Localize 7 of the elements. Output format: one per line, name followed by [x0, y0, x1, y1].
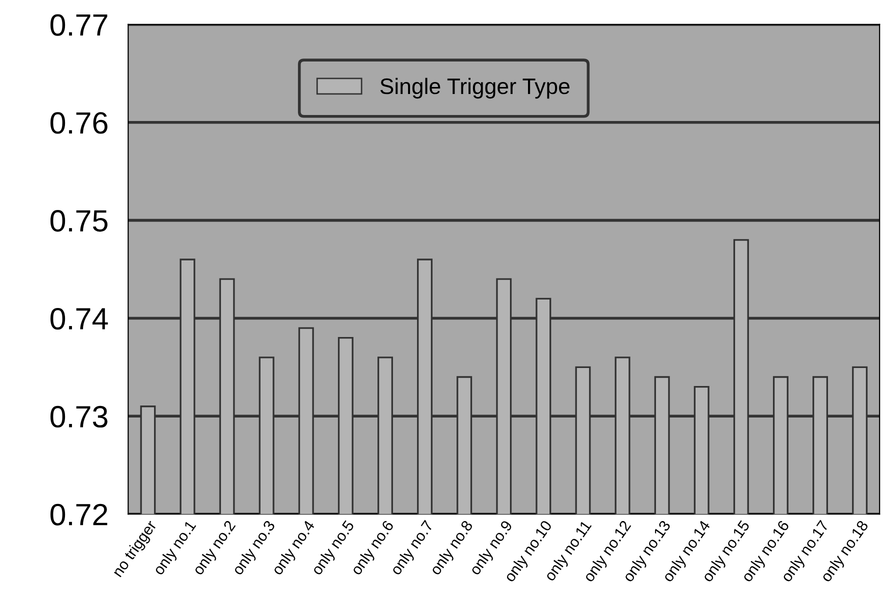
y-tick-label: 0.76 — [50, 112, 108, 134]
y-tick-label: 0.74 — [50, 308, 108, 330]
legend-label: Single Trigger Type — [380, 78, 570, 99]
y-tick-label: 0.73 — [50, 406, 108, 428]
y-tick-label: 0.72 — [50, 504, 108, 526]
y-tick-label: 0.77 — [50, 14, 108, 36]
y-tick-label: 0.75 — [50, 210, 108, 232]
